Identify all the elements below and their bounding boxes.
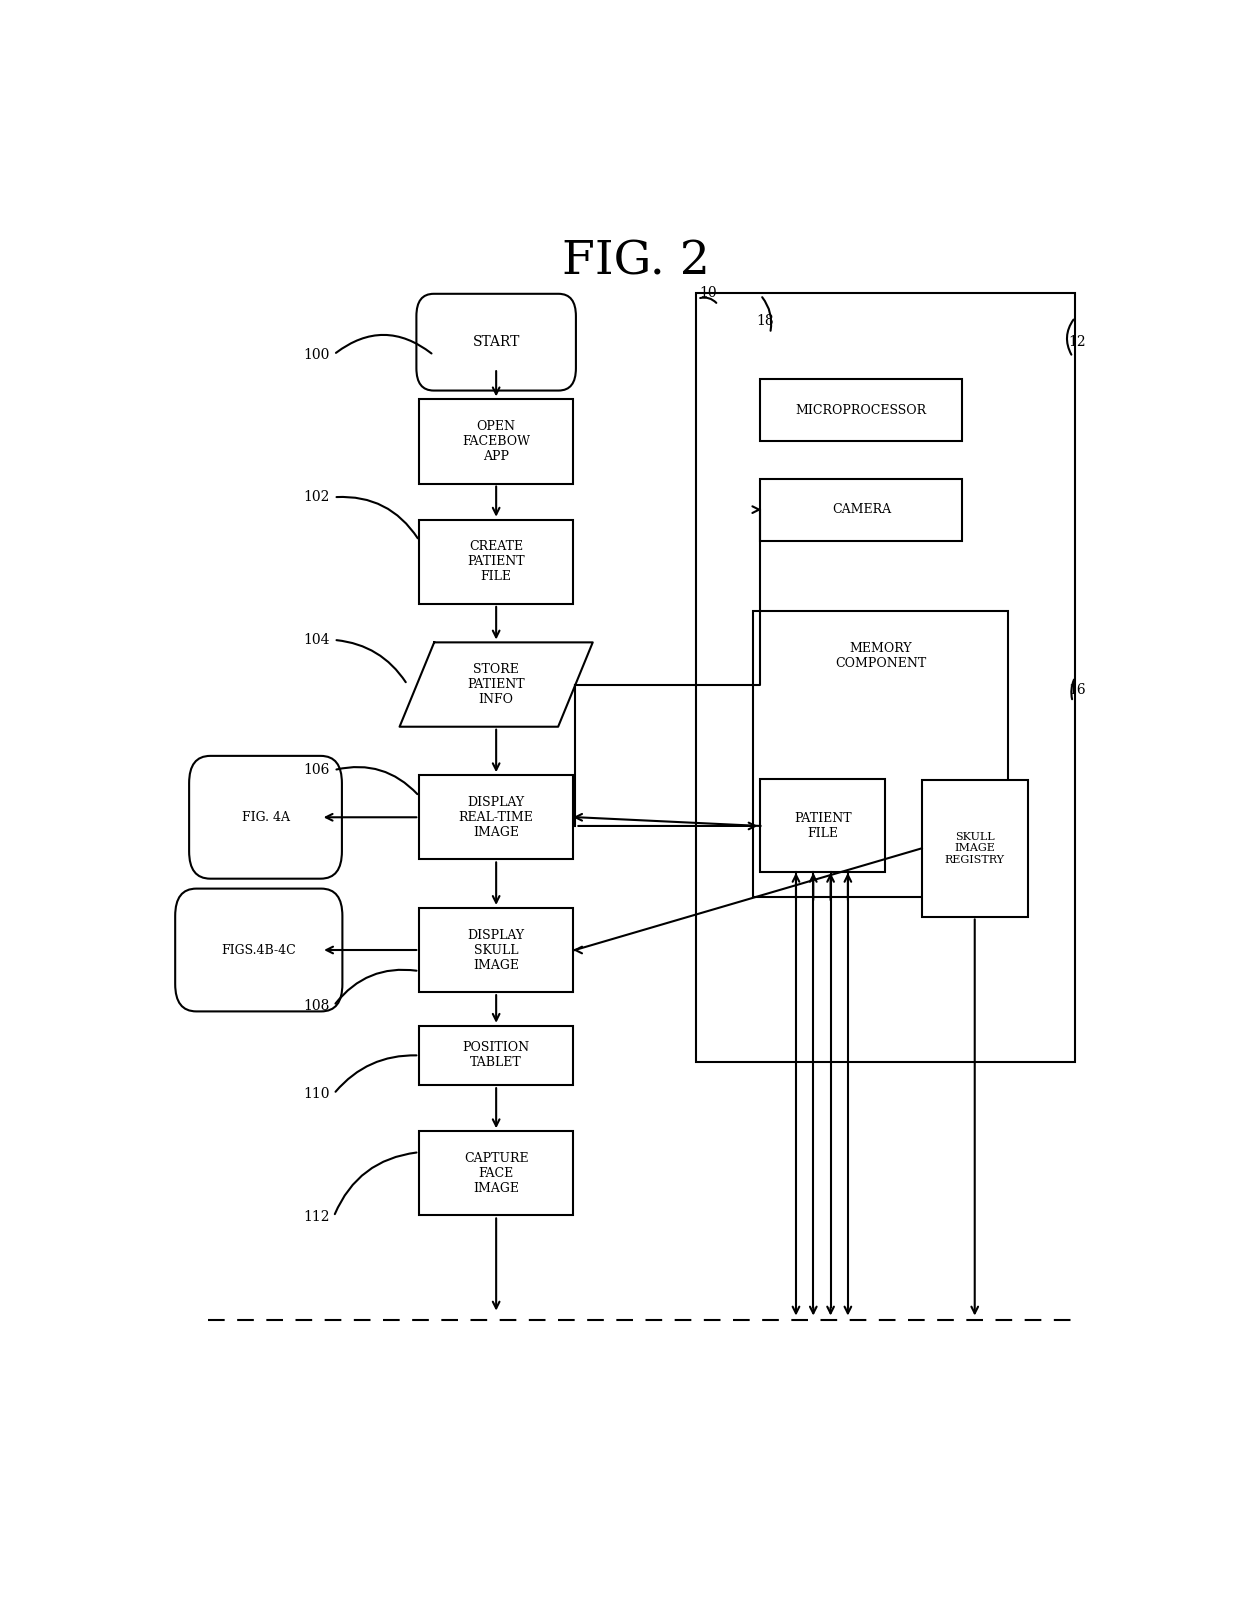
Text: 102: 102: [304, 490, 330, 504]
Text: FIG. 4A: FIG. 4A: [242, 810, 289, 823]
Text: 12: 12: [1069, 335, 1086, 350]
Text: 108: 108: [304, 999, 330, 1013]
FancyBboxPatch shape: [419, 520, 573, 604]
Text: SKULL
IMAGE
REGISTRY: SKULL IMAGE REGISTRY: [945, 831, 1004, 865]
FancyBboxPatch shape: [760, 380, 962, 441]
Text: CAMERA: CAMERA: [832, 503, 890, 516]
Text: 18: 18: [756, 314, 774, 329]
Text: CAPTURE
FACE
IMAGE: CAPTURE FACE IMAGE: [464, 1152, 528, 1195]
FancyBboxPatch shape: [419, 1131, 573, 1215]
Text: FIG. 2: FIG. 2: [562, 238, 709, 284]
Text: 100: 100: [304, 348, 330, 361]
Text: 110: 110: [304, 1087, 330, 1100]
Text: POSITION
TABLET: POSITION TABLET: [463, 1041, 529, 1070]
Text: CREATE
PATIENT
FILE: CREATE PATIENT FILE: [467, 540, 525, 583]
Text: 16: 16: [1069, 683, 1086, 696]
FancyBboxPatch shape: [760, 478, 962, 541]
Text: MICROPROCESSOR: MICROPROCESSOR: [796, 404, 926, 417]
FancyBboxPatch shape: [190, 756, 342, 878]
Text: PATIENT
FILE: PATIENT FILE: [794, 812, 852, 839]
FancyBboxPatch shape: [419, 909, 573, 992]
FancyBboxPatch shape: [419, 1026, 573, 1086]
Text: MEMORY
COMPONENT: MEMORY COMPONENT: [835, 643, 926, 670]
Text: START: START: [472, 335, 520, 350]
Text: DISPLAY
SKULL
IMAGE: DISPLAY SKULL IMAGE: [467, 928, 525, 971]
FancyBboxPatch shape: [921, 780, 1028, 917]
FancyBboxPatch shape: [419, 400, 573, 483]
Text: 112: 112: [304, 1210, 330, 1224]
Text: 104: 104: [304, 633, 330, 648]
FancyBboxPatch shape: [753, 611, 1008, 897]
Text: DISPLAY
REAL-TIME
IMAGE: DISPLAY REAL-TIME IMAGE: [459, 796, 533, 839]
Text: FIGS.4B-4C: FIGS.4B-4C: [222, 944, 296, 957]
FancyBboxPatch shape: [696, 293, 1075, 1062]
Text: OPEN
FACEBOW
APP: OPEN FACEBOW APP: [463, 420, 531, 462]
FancyBboxPatch shape: [417, 293, 575, 390]
Text: 10: 10: [699, 285, 718, 300]
Polygon shape: [399, 643, 593, 727]
Text: STORE
PATIENT
INFO: STORE PATIENT INFO: [467, 664, 525, 706]
FancyBboxPatch shape: [419, 775, 573, 859]
FancyBboxPatch shape: [175, 889, 342, 1012]
Text: 106: 106: [304, 764, 330, 777]
FancyBboxPatch shape: [760, 780, 885, 873]
